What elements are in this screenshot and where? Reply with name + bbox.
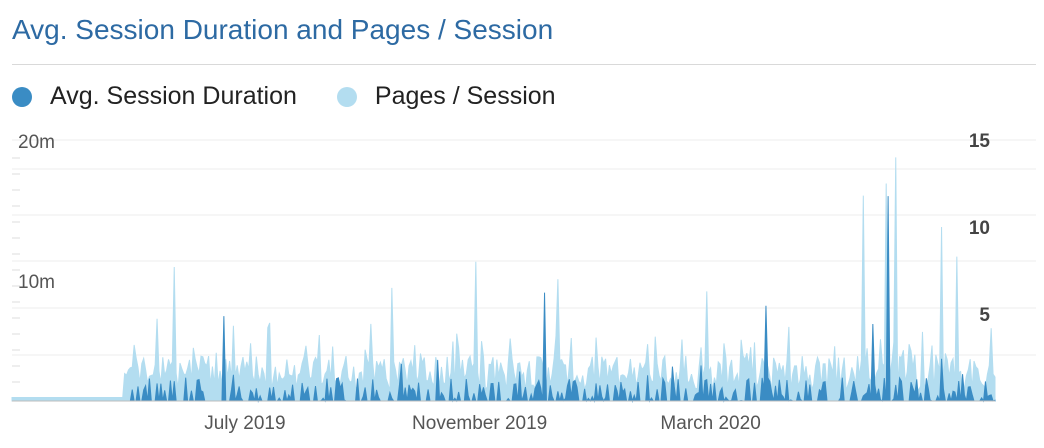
y-left-tick-label: 20m (18, 132, 55, 153)
x-tick-label: July 2019 (204, 413, 285, 434)
chart-plot: 20m 10m 15 10 5 July 2019 November 2019 March 2… (11, 131, 1036, 434)
legend-label-duration: Avg. Session Duration (50, 82, 297, 110)
x-tick-label: March 2020 (660, 413, 760, 434)
chart-title: Avg. Session Duration and Pages / Sessio… (12, 14, 554, 45)
legend-label-pages: Pages / Session (374, 82, 556, 110)
y-left-tick-label: 10m (18, 272, 55, 293)
chart-legend: Avg. Session Duration Pages / Session (12, 82, 596, 111)
y-right-tick-label: 10 (969, 218, 990, 239)
series-area-pages-per-session (11, 157, 996, 402)
legend-item-duration[interactable]: Avg. Session Duration (12, 82, 297, 111)
y-right-tick-label: 15 (969, 131, 991, 152)
legend-item-pages[interactable]: Pages / Session (336, 82, 556, 111)
legend-dot-pages (336, 86, 357, 107)
x-tick-label: November 2019 (412, 413, 547, 434)
legend-dot-duration (12, 86, 32, 107)
title-divider (12, 64, 1036, 65)
y-right-tick-label: 5 (979, 305, 990, 326)
series-area-avg-session-duration (12, 196, 996, 403)
